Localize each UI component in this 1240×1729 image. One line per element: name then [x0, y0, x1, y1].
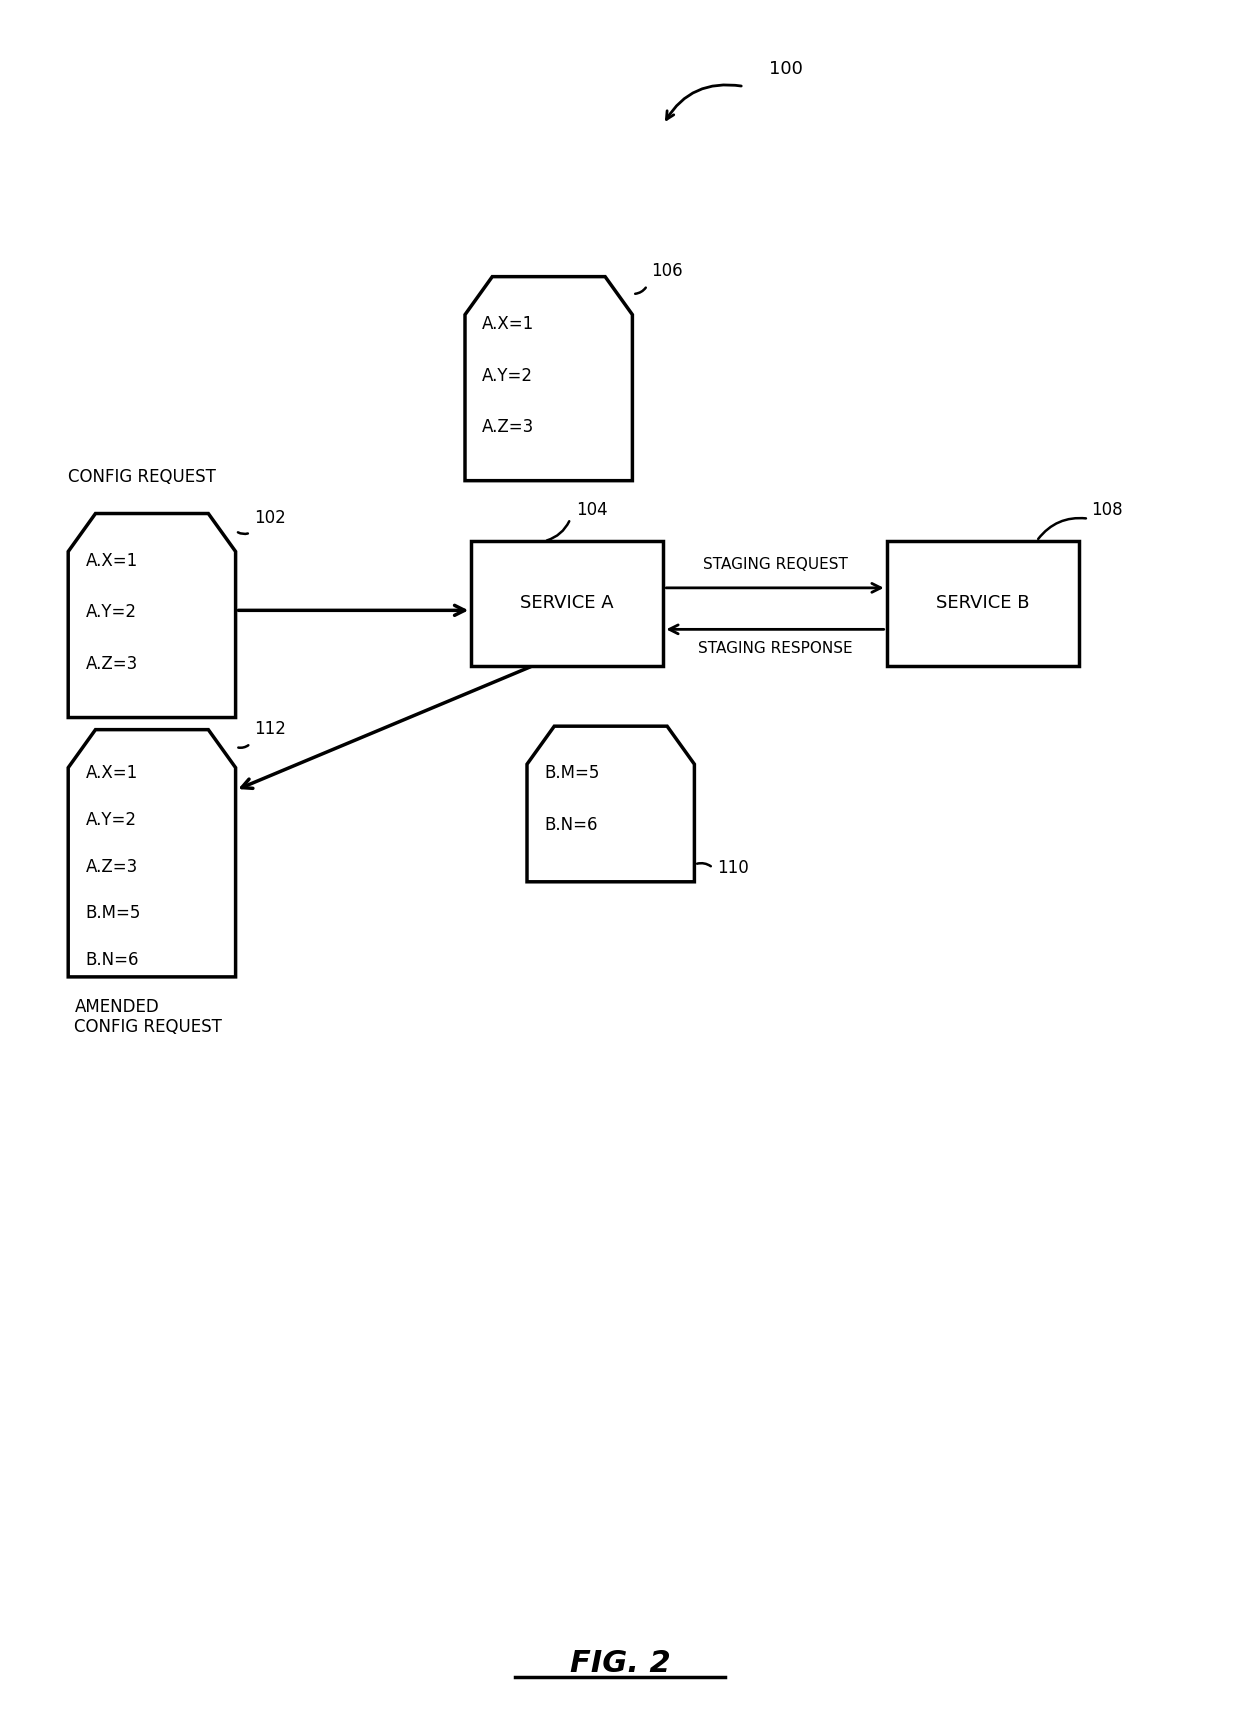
Bar	[471, 541, 663, 666]
Text: STAGING RESPONSE: STAGING RESPONSE	[698, 641, 852, 657]
Text: 110: 110	[717, 859, 749, 877]
Text: A.Y=2: A.Y=2	[86, 811, 136, 828]
Text: A.X=1: A.X=1	[86, 552, 138, 569]
Polygon shape	[527, 726, 694, 882]
Bar	[887, 541, 1079, 666]
Text: A.Z=3: A.Z=3	[86, 858, 138, 875]
Text: B.M=5: B.M=5	[544, 764, 600, 782]
Polygon shape	[465, 277, 632, 481]
Text: 108: 108	[1091, 501, 1123, 519]
Text: A.Z=3: A.Z=3	[86, 655, 138, 673]
Text: B.N=6: B.N=6	[86, 951, 139, 968]
Text: SERVICE B: SERVICE B	[936, 595, 1029, 612]
Text: B.N=6: B.N=6	[544, 816, 598, 833]
Text: CONFIG REQUEST: CONFIG REQUEST	[68, 469, 216, 486]
Text: SERVICE A: SERVICE A	[521, 595, 614, 612]
Text: AMENDED
CONFIG REQUEST: AMENDED CONFIG REQUEST	[74, 998, 222, 1036]
Text: 104: 104	[577, 501, 609, 519]
Text: STAGING REQUEST: STAGING REQUEST	[703, 557, 847, 572]
Text: FIG. 2: FIG. 2	[569, 1649, 671, 1677]
Polygon shape	[68, 514, 236, 718]
Polygon shape	[68, 730, 236, 977]
Text: 106: 106	[651, 263, 683, 280]
Text: A.Z=3: A.Z=3	[482, 418, 534, 436]
Text: 102: 102	[254, 510, 286, 527]
Text: 100: 100	[769, 61, 802, 78]
Text: A.X=1: A.X=1	[86, 764, 138, 782]
Text: A.Y=2: A.Y=2	[482, 367, 533, 384]
Text: 112: 112	[254, 721, 286, 738]
Text: B.M=5: B.M=5	[86, 904, 141, 922]
Text: A.X=1: A.X=1	[482, 315, 534, 332]
Text: A.Y=2: A.Y=2	[86, 603, 136, 621]
